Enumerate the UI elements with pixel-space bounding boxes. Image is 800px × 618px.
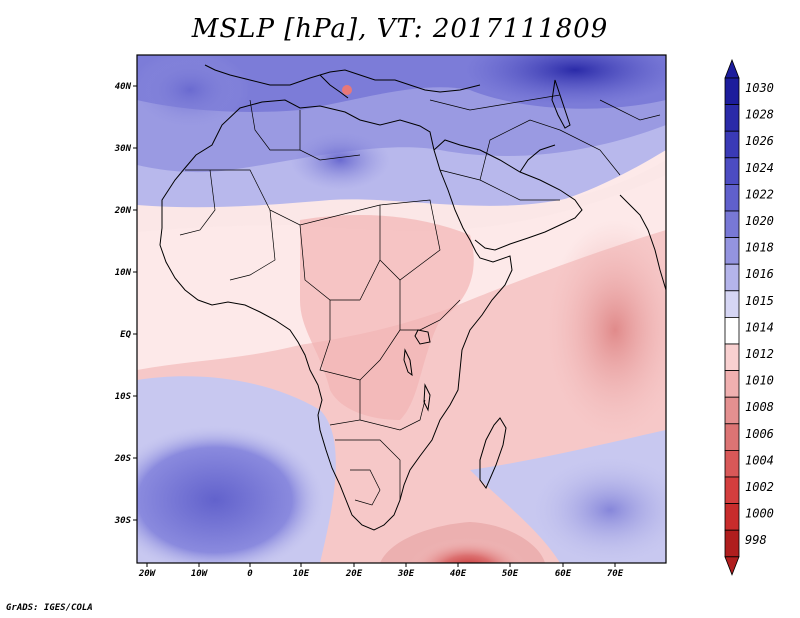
colorbar-swatch xyxy=(724,210,740,239)
colorbar-swatch xyxy=(724,449,740,478)
colorbar-label: 1000 xyxy=(745,507,774,521)
caspian xyxy=(551,79,571,129)
pressure-field xyxy=(137,55,666,563)
colorbar-swatch xyxy=(724,263,740,292)
lat-tick: EQ xyxy=(120,330,131,340)
colorbar-label: 1024 xyxy=(745,161,774,175)
africa-coastline xyxy=(159,99,513,531)
colorbar-label: 1020 xyxy=(745,214,774,228)
coastlines xyxy=(159,64,666,531)
lon-tick: 20W xyxy=(138,569,157,579)
lon-tick: 0 xyxy=(247,569,253,579)
colorbar-label: 1016 xyxy=(745,267,774,281)
colorbar-max-arrow xyxy=(724,58,740,79)
colorbar-label: 1006 xyxy=(745,427,774,441)
arabia-coast xyxy=(433,139,583,251)
lat-tick: 20N xyxy=(114,206,132,216)
lat-tick: 10N xyxy=(115,268,132,278)
lon-tick: 50E xyxy=(502,569,519,579)
madagascar xyxy=(479,417,507,489)
lat-tick: 30N xyxy=(114,144,132,154)
lon-tick: 30E xyxy=(397,569,415,579)
colorbar-swatch xyxy=(724,290,740,318)
colorbar-min-arrow xyxy=(724,556,740,576)
lake-malawi xyxy=(423,383,431,412)
colorbar-swatch xyxy=(724,503,740,531)
colorbar-swatch xyxy=(724,423,740,451)
colorbar-swatch xyxy=(724,370,740,398)
lon-tick: 10W xyxy=(191,569,209,579)
colorbar-label: 1028 xyxy=(745,108,774,122)
lat-axis: 40N 30N 20N 10N EQ 10S 20S 30S xyxy=(114,82,132,526)
lat-tickmarks xyxy=(133,85,137,521)
colorbar-label: 1018 xyxy=(745,241,774,255)
map-title: MSLP [hPa], VT: 2017111809 xyxy=(191,14,609,44)
colorbar-label: 1022 xyxy=(745,187,774,201)
lat-tick: 30S xyxy=(114,516,132,526)
colorbar-label: 1030 xyxy=(745,81,774,95)
colorbar-swatch xyxy=(724,77,740,106)
colorbar-swatch xyxy=(724,316,740,345)
lon-tick: 70E xyxy=(607,569,624,579)
lat-tick: 20S xyxy=(114,454,132,464)
europe-coast xyxy=(204,64,481,93)
colorbar-label: 1002 xyxy=(745,480,774,494)
colorbar-label: 1012 xyxy=(745,347,774,361)
footer-credit: GrADS: IGES/COLA xyxy=(6,603,93,613)
colorbar-swatch xyxy=(724,183,740,212)
colorbar-label: 1010 xyxy=(745,374,774,388)
lon-tick: 40E xyxy=(450,569,467,579)
lat-tick: 10S xyxy=(115,392,132,402)
colorbar-swatch xyxy=(724,157,740,185)
colorbar-label: 1014 xyxy=(745,320,774,334)
colorbar: 1030 1028 1026 1024 1022 1020 1018 1016 1015 1014… xyxy=(724,58,774,576)
persian-gulf xyxy=(519,144,556,173)
lon-tick: 60E xyxy=(555,569,572,579)
colorbar-label: 1015 xyxy=(745,294,774,308)
lon-tickmarks xyxy=(146,563,616,567)
lon-axis: 20W 10W 0 10E 20E 30E 40E 50E 60E 70E xyxy=(138,569,624,579)
lake-tanganyika xyxy=(403,348,413,377)
italy-coast xyxy=(319,74,349,99)
colorbar-swatch xyxy=(724,237,740,265)
lon-tick: 20E xyxy=(345,569,363,579)
colorbar-swatch xyxy=(724,104,740,132)
lake-victoria xyxy=(414,329,431,345)
colorbar-swatch xyxy=(724,130,740,159)
colorbar-swatch xyxy=(724,343,740,372)
colorbar-label: 1026 xyxy=(745,134,774,148)
colorbar-label: 1008 xyxy=(745,400,774,414)
lat-tick: 40N xyxy=(115,82,132,92)
colorbar-label: 1004 xyxy=(745,453,774,467)
colorbar-swatch xyxy=(724,476,740,505)
map-frame xyxy=(136,54,667,564)
india-coast xyxy=(619,194,666,291)
colorbar-label: 998 xyxy=(745,533,767,547)
country-borders xyxy=(179,94,661,506)
colorbar-swatch xyxy=(724,396,740,425)
colorbar-swatch xyxy=(724,529,740,558)
lon-tick: 10E xyxy=(293,569,310,579)
